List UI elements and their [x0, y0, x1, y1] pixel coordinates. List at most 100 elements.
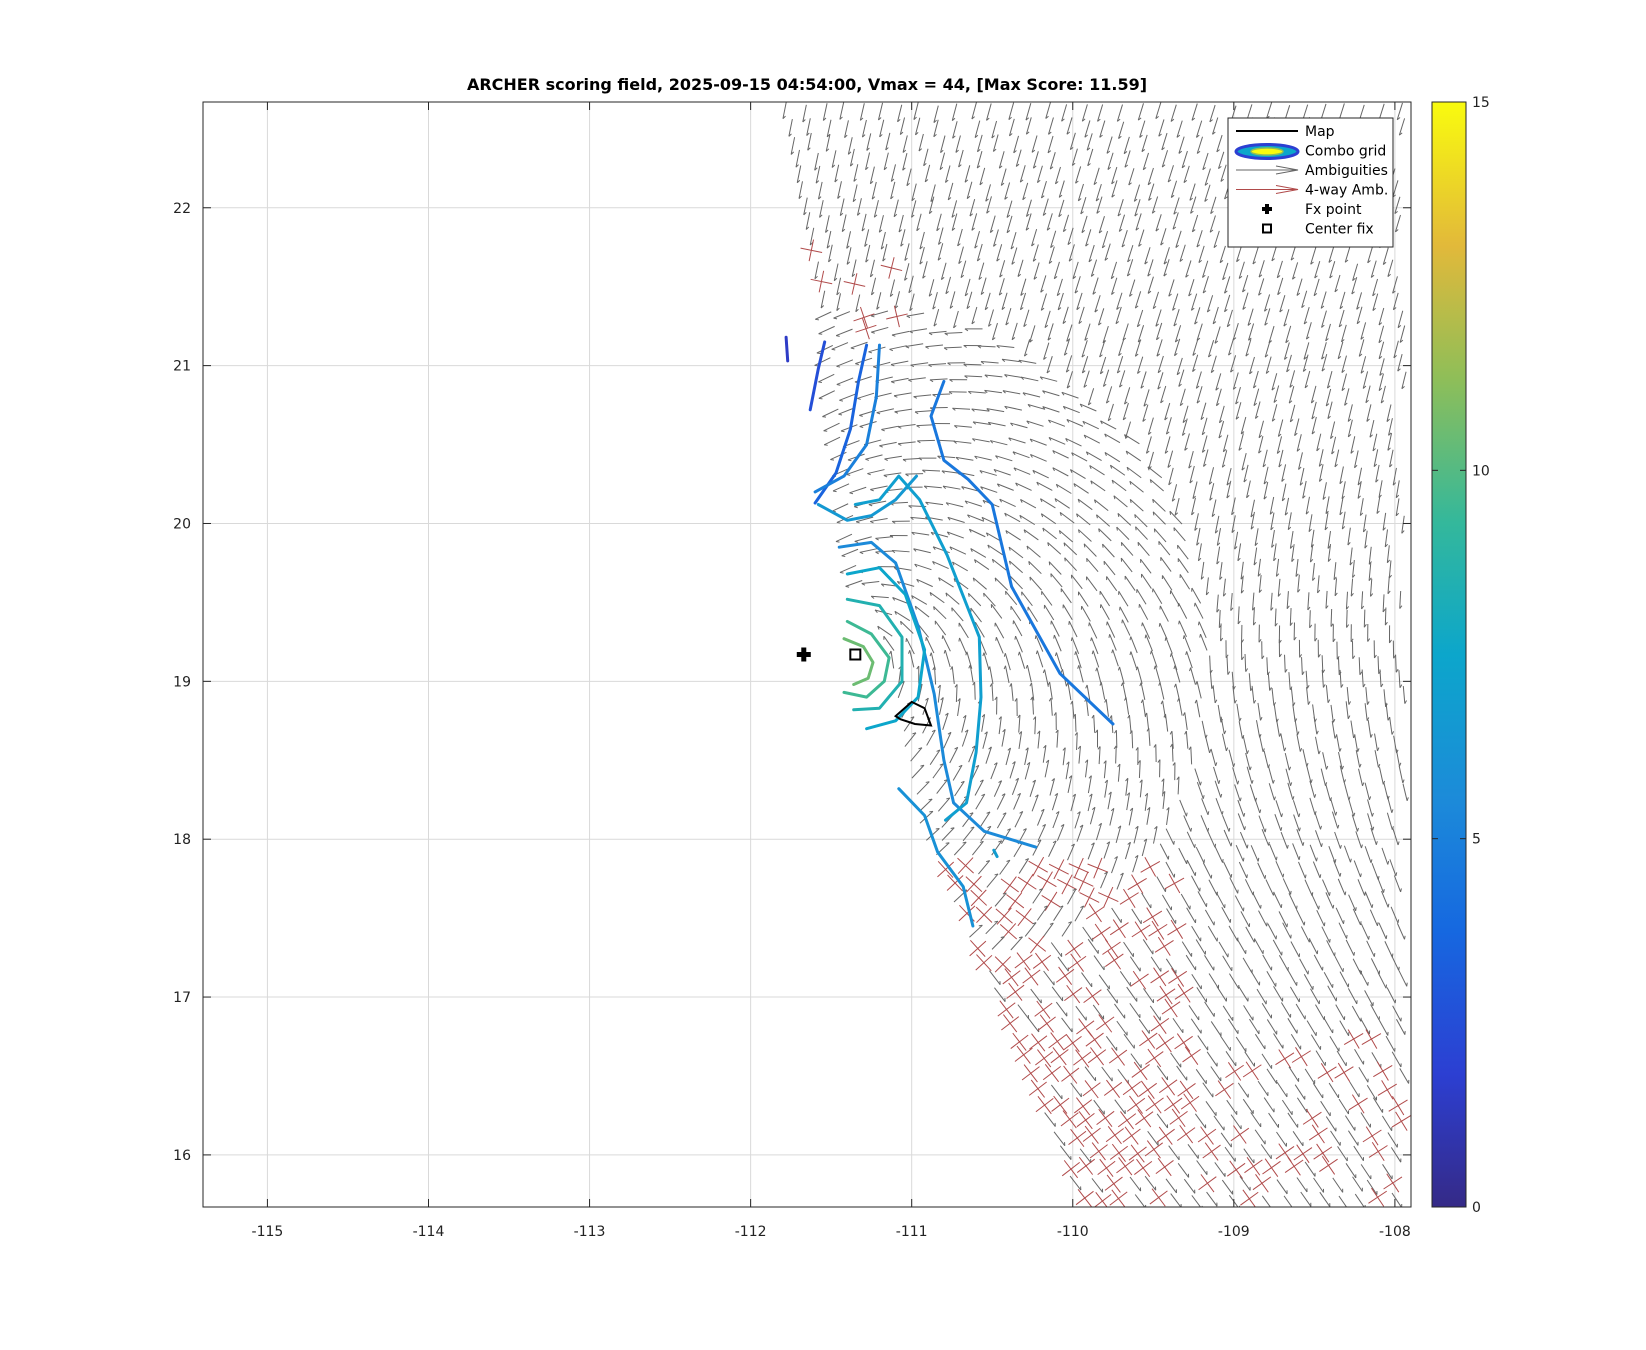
ambiguity-arrow — [1334, 831, 1342, 849]
ambiguity-arrow — [1208, 467, 1215, 485]
ambiguity-arrow — [1147, 466, 1163, 479]
ambiguity-arrow — [1275, 558, 1280, 577]
ambiguity-arrow — [1283, 309, 1290, 327]
ambiguity-arrow — [1051, 986, 1064, 1002]
ambiguity-arrow — [1057, 956, 1069, 972]
ambiguity-arrow — [1101, 1066, 1113, 1082]
ambiguity-arrow — [883, 472, 902, 478]
ambiguity-arrow — [1040, 180, 1047, 199]
ambiguity-arrow — [1339, 466, 1344, 485]
ambiguity-arrow — [854, 536, 872, 543]
ambiguity-arrow — [1118, 591, 1129, 607]
ambiguity-arrow — [1232, 685, 1237, 704]
legend-box — [1227, 117, 1394, 248]
ambiguity-arrow — [1050, 1084, 1063, 1100]
four-way-ambiguity — [1388, 1095, 1408, 1116]
ambiguity-arrow — [1216, 594, 1220, 613]
ambiguity-arrow — [819, 200, 824, 218]
ambiguity-arrow — [1064, 557, 1078, 572]
ambiguity-arrow — [1214, 846, 1224, 863]
ambiguity-arrow — [1338, 1195, 1350, 1207]
ambiguity-arrow — [826, 230, 832, 249]
ambiguity-arrow — [1006, 215, 1013, 234]
ambiguity-arrow — [1191, 875, 1201, 892]
ambiguity-arrow — [1196, 1160, 1208, 1175]
ambiguity-arrow — [949, 379, 968, 383]
ambiguity-arrow — [1110, 261, 1118, 280]
ambiguity-arrow — [926, 729, 936, 746]
ambiguity-arrow — [1051, 792, 1059, 811]
ambiguity-arrow — [1103, 560, 1116, 576]
ambiguity-arrow — [1220, 716, 1227, 735]
four-way-ambiguity — [1014, 1045, 1033, 1064]
four-way-ambiguity — [1064, 939, 1084, 959]
ambiguity-arrow — [1066, 371, 1073, 389]
ambiguity-arrow — [1202, 862, 1213, 879]
ambiguity-arrow — [1232, 372, 1239, 390]
ambiguity-arrow — [1372, 278, 1379, 297]
ambiguity-arrow — [1129, 1003, 1141, 1019]
y-tick-label: 16 — [173, 1148, 191, 1164]
ambiguity-arrow — [922, 469, 941, 473]
ambiguity-arrow — [1086, 576, 1098, 592]
ambiguity-arrow — [1050, 573, 1063, 588]
ambiguity-arrow — [1353, 860, 1362, 878]
ambiguity-arrow — [969, 198, 976, 217]
ambiguity-arrow — [1224, 276, 1231, 294]
ambiguity-arrow — [1129, 730, 1134, 749]
four-way-ambiguity — [1135, 1109, 1154, 1128]
ambiguity-arrow — [1320, 291, 1327, 309]
ambiguity-arrow — [1258, 910, 1268, 927]
ambiguity-arrow — [1143, 988, 1154, 1004]
ambiguity-arrow — [987, 544, 1003, 556]
ambiguity-arrow — [1372, 433, 1378, 452]
ambiguity-arrow — [995, 455, 1013, 462]
ambiguity-arrow — [859, 103, 865, 121]
ambiguity-arrow — [923, 148, 929, 167]
ambiguity-arrow — [940, 262, 947, 281]
ambiguity-arrow — [960, 260, 967, 278]
ambiguity-arrow — [1003, 653, 1011, 671]
ambiguity-arrow — [1004, 182, 1011, 200]
ambiguity-arrow — [911, 183, 917, 202]
ambiguity-arrow — [1081, 104, 1088, 122]
ambiguity-arrow — [1220, 164, 1227, 182]
score-contour — [845, 566, 927, 731]
ambiguity-arrow — [1262, 954, 1273, 971]
ambiguity-arrow — [1139, 120, 1146, 138]
ambiguity-arrow — [1163, 247, 1170, 265]
ambiguity-arrow — [790, 137, 796, 155]
ambiguity-arrow — [1237, 543, 1242, 562]
ambiguity-arrow — [1373, 640, 1377, 659]
ambiguity-arrow — [1200, 815, 1210, 832]
ambiguity-arrow — [1183, 165, 1190, 184]
four-way-ambiguity — [880, 257, 903, 279]
ambiguity-arrow — [833, 311, 851, 320]
ambiguity-arrow — [948, 391, 967, 395]
ambiguity-arrow — [1399, 325, 1406, 343]
ambiguity-arrow — [1401, 371, 1407, 390]
ambiguity-arrow — [996, 812, 1007, 829]
ambiguity-arrow — [932, 560, 949, 570]
ambiguity-arrow — [1381, 890, 1390, 908]
ambiguity-arrow — [1250, 969, 1261, 986]
ambiguity-arrow — [1367, 813, 1375, 831]
ambiguity-arrow — [1239, 1175, 1251, 1191]
ambiguity-arrow — [1292, 1131, 1304, 1147]
ambiguity-arrow — [849, 148, 855, 167]
ambiguity-arrow — [1221, 450, 1228, 468]
ambiguity-arrow — [905, 343, 924, 349]
ambiguity-arrow — [1025, 103, 1032, 121]
four-way-ambiguity — [1064, 984, 1083, 1004]
ambiguity-arrow — [1102, 369, 1110, 387]
ambiguity-arrow — [1047, 323, 1054, 341]
ambiguity-arrow — [1321, 310, 1327, 328]
ambiguity-arrow — [1294, 1084, 1306, 1100]
ambiguity-arrow — [936, 779, 948, 794]
ambiguity-arrow — [1184, 730, 1189, 749]
ambiguity-arrow — [1059, 1145, 1072, 1160]
ambiguity-arrow — [1305, 496, 1310, 515]
ambiguity-arrow — [865, 152, 871, 171]
four-way-ambiguity — [1122, 1126, 1141, 1145]
ambiguity-arrow — [1398, 765, 1405, 784]
